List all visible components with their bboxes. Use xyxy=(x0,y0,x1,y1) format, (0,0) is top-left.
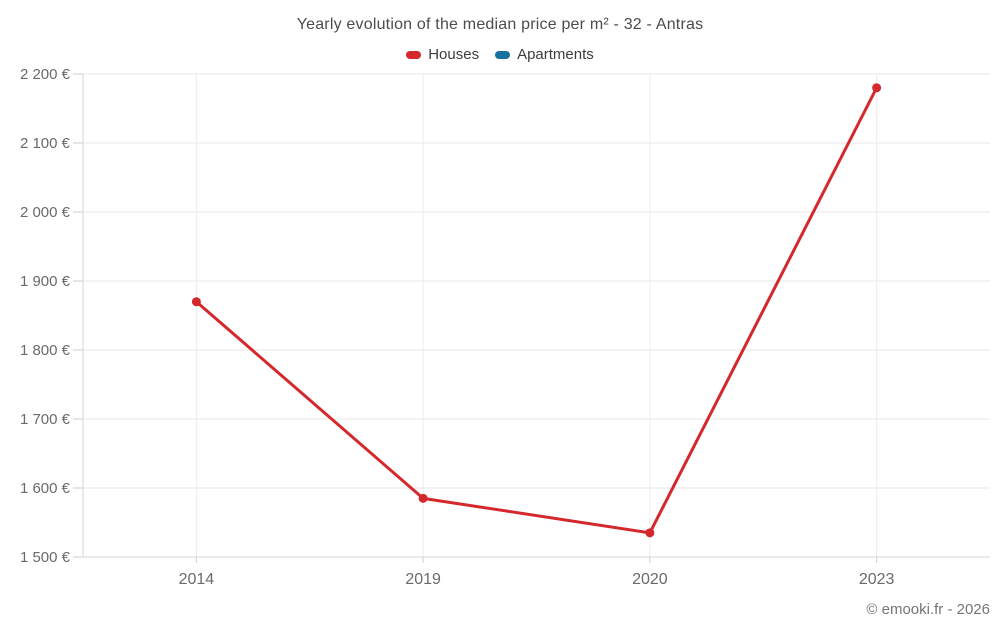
data-point-houses-2023[interactable] xyxy=(872,83,882,93)
x-axis-label: 2020 xyxy=(632,571,668,588)
x-axis-label: 2019 xyxy=(405,571,441,588)
chart-title: Yearly evolution of the median price per… xyxy=(296,16,704,33)
data-point-houses-2020[interactable] xyxy=(645,528,655,538)
legend-item-houses[interactable]: Houses xyxy=(406,46,479,63)
apartments-series-swatch-icon xyxy=(495,50,511,59)
x-axis-label: 2014 xyxy=(179,571,215,588)
data-point-houses-2014[interactable] xyxy=(191,297,201,307)
houses-series-swatch-icon xyxy=(406,50,422,59)
data-point-houses-2019[interactable] xyxy=(418,493,428,503)
chart-legend: Houses Apartments xyxy=(0,46,1000,63)
y-axis-label: 1 900 € xyxy=(20,273,71,290)
legend-item-apartments[interactable]: Apartments xyxy=(495,46,594,63)
legend-label-houses: Houses xyxy=(428,46,480,63)
y-axis-label: 1 800 € xyxy=(20,342,71,359)
copyright-credit: © emooki.fr - 2026 xyxy=(866,601,990,618)
y-axis-label: 1 600 € xyxy=(20,480,71,497)
legend-label-apartments: Apartments xyxy=(517,46,594,63)
x-axis-label: 2023 xyxy=(859,571,895,588)
series-line-houses xyxy=(194,86,879,535)
y-axis-label: 1 700 € xyxy=(20,411,71,428)
y-axis-label: 2 100 € xyxy=(20,135,71,152)
y-axis-label: 2 000 € xyxy=(20,204,71,221)
y-axis-label: 2 200 € xyxy=(20,66,71,83)
y-axis-label: 1 500 € xyxy=(20,549,71,566)
